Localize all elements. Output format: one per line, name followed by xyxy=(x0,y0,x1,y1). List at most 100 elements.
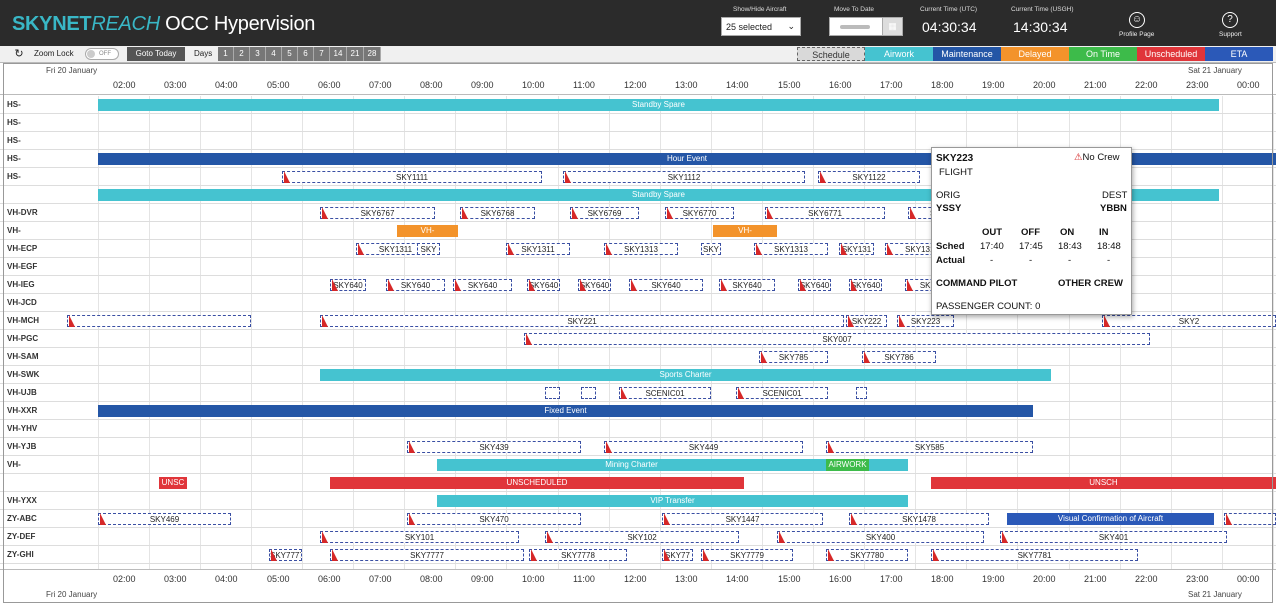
flight-block[interactable]: SKY1313 xyxy=(754,243,828,255)
flight-block[interactable]: SKY469 xyxy=(98,513,231,525)
flight-block[interactable]: SKY640 xyxy=(527,279,560,291)
flight-block[interactable]: SKY6771 xyxy=(765,207,885,219)
aircraft-row: VH-SWK Sports Charter xyxy=(0,366,1276,384)
flight-block[interactable]: SKY640 xyxy=(798,279,831,291)
flight-block[interactable]: SKY400 xyxy=(777,531,984,543)
event-bar[interactable] xyxy=(869,459,908,471)
flight-block[interactable]: SKY640 xyxy=(719,279,775,291)
flight-block[interactable]: SKY xyxy=(701,243,721,255)
flight-block[interactable]: SKY640 xyxy=(453,279,512,291)
flight-block[interactable]: SKY1447 xyxy=(662,513,823,525)
flight-block[interactable]: SKY101 xyxy=(320,531,519,543)
day-button-14[interactable]: 14 xyxy=(330,47,347,61)
flight-block[interactable]: SKY401 xyxy=(1000,531,1227,543)
refresh-icon[interactable]: ↻ xyxy=(14,48,24,60)
event-bar[interactable]: AIRWORK xyxy=(826,459,869,471)
date-picker[interactable]: ▦ xyxy=(829,17,903,36)
flight-block[interactable]: SKY439 xyxy=(407,441,581,453)
flight-block[interactable]: SKY7781 xyxy=(931,549,1138,561)
event-bar[interactable]: Visual Confirmation of Aircraft xyxy=(1007,513,1214,525)
flight-block[interactable]: SKY470 xyxy=(407,513,581,525)
day-button-7[interactable]: 7 xyxy=(314,47,330,61)
legend-on-time[interactable]: On Time xyxy=(1069,47,1137,61)
flight-block[interactable]: SKY785 xyxy=(759,351,828,363)
flight-block[interactable]: SKY6770 xyxy=(665,207,734,219)
flight-block[interactable]: SKY7779 xyxy=(701,549,793,561)
gridline xyxy=(1069,96,1070,569)
flight-block[interactable]: SKY786 xyxy=(862,351,936,363)
flight-block[interactable]: SKY1313 xyxy=(604,243,678,255)
legend-schedule[interactable]: Schedule xyxy=(797,47,865,61)
flight-block[interactable]: SKY640 xyxy=(330,279,366,291)
support-icon[interactable]: ? xyxy=(1222,12,1238,28)
aircraft-select[interactable]: 25 selected ⌄ xyxy=(721,17,801,36)
flight-block[interactable]: SKY6767 xyxy=(320,207,435,219)
flight-block[interactable] xyxy=(581,387,596,399)
calendar-icon[interactable]: ▦ xyxy=(882,18,902,35)
event-bar[interactable]: VH- xyxy=(397,225,458,237)
flight-block[interactable]: SKY1112 xyxy=(563,171,805,183)
flight-block[interactable] xyxy=(1224,513,1276,525)
day-button-28[interactable]: 28 xyxy=(364,47,381,61)
flight-block[interactable]: SKY640 xyxy=(849,279,882,291)
flight-block[interactable]: SKY585 xyxy=(826,441,1033,453)
delay-marker xyxy=(580,279,586,291)
flight-block[interactable]: SCENIC01 xyxy=(736,387,828,399)
event-bar[interactable]: UNSCHEDULED xyxy=(330,477,744,489)
day-button-21[interactable]: 21 xyxy=(347,47,364,61)
flight-block[interactable]: SCENIC01 xyxy=(619,387,711,399)
flight-block[interactable]: SKY102 xyxy=(545,531,739,543)
flight-block[interactable]: SKY7777 xyxy=(269,549,302,561)
day-button-1[interactable]: 1 xyxy=(218,47,234,61)
flight-block[interactable]: SKY2 xyxy=(1102,315,1276,327)
flight-block[interactable]: SKY640 xyxy=(629,279,703,291)
flight-block[interactable] xyxy=(67,315,251,327)
flight-block[interactable]: SKY007 xyxy=(524,333,1150,345)
legend-airwork[interactable]: Airwork xyxy=(865,47,933,61)
flight-block[interactable]: SKY221 xyxy=(320,315,844,327)
flight-block[interactable]: SKY640 xyxy=(386,279,445,291)
flight-block[interactable]: SKY222 xyxy=(846,315,887,327)
flight-block[interactable] xyxy=(545,387,560,399)
flight-block[interactable]: SKY640 xyxy=(578,279,611,291)
event-bar[interactable]: Mining Charter xyxy=(437,459,826,471)
day-button-5[interactable]: 5 xyxy=(282,47,298,61)
support-label[interactable]: Support xyxy=(1219,31,1242,38)
legend-unscheduled[interactable]: Unscheduled xyxy=(1137,47,1205,61)
goto-today-button[interactable]: Goto Today xyxy=(127,47,185,61)
event-bar[interactable]: UNSC xyxy=(159,477,187,489)
day-button-2[interactable]: 2 xyxy=(234,47,250,61)
flight-block[interactable]: SKY7778 xyxy=(529,549,627,561)
flight-block[interactable]: SKY77 xyxy=(662,549,693,561)
event-bar[interactable]: VH- xyxy=(713,225,777,237)
flight-block[interactable]: SKY1478 xyxy=(849,513,989,525)
legend-eta[interactable]: ETA xyxy=(1205,47,1273,61)
legend-delayed[interactable]: Delayed xyxy=(1001,47,1069,61)
profile-icon[interactable]: ☺ xyxy=(1129,12,1145,28)
delay-marker xyxy=(572,207,578,219)
event-bar[interactable]: Standby Spare xyxy=(98,99,1219,111)
flight-block[interactable]: SKY1122 xyxy=(818,171,920,183)
day-button-3[interactable]: 3 xyxy=(250,47,266,61)
flight-block[interactable]: SKY223 xyxy=(897,315,954,327)
flight-block[interactable] xyxy=(856,387,867,399)
zoom-lock-toggle[interactable]: OFF xyxy=(85,48,119,60)
flight-block[interactable]: SKY6768 xyxy=(460,207,535,219)
flight-block[interactable]: SKY7777 xyxy=(330,549,524,561)
event-bar[interactable]: Fixed Event xyxy=(98,405,1033,417)
event-bar[interactable]: Sports Charter xyxy=(320,369,1051,381)
flight-block[interactable]: SKY7780 xyxy=(826,549,908,561)
profile-label[interactable]: Profile Page xyxy=(1119,31,1155,38)
flight-block[interactable]: SKY449 xyxy=(604,441,803,453)
flight-block[interactable]: SKY1111 xyxy=(282,171,542,183)
legend-maintenance[interactable]: Maintenance xyxy=(933,47,1001,61)
flight-block[interactable]: SKY6769 xyxy=(570,207,639,219)
flight-block[interactable]: SKY1311 xyxy=(506,243,570,255)
event-bar[interactable]: VIP Transfer xyxy=(437,495,908,507)
usgh-label: Current Time (USGH) xyxy=(1011,6,1074,13)
event-bar[interactable]: UNSCH xyxy=(931,477,1276,489)
flight-block[interactable]: SKY xyxy=(417,243,440,255)
day-button-6[interactable]: 6 xyxy=(298,47,314,61)
flight-block[interactable]: SKY131 xyxy=(839,243,874,255)
day-button-4[interactable]: 4 xyxy=(266,47,282,61)
